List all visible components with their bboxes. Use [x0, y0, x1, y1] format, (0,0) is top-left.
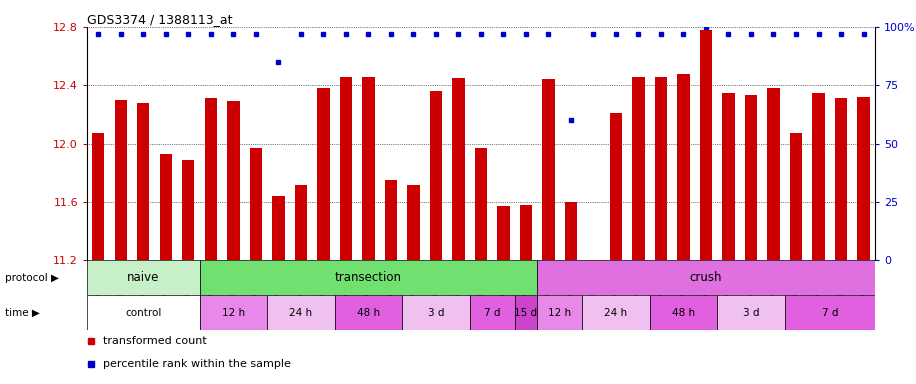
Bar — [537, 260, 875, 295]
Bar — [340, 76, 352, 260]
Text: 7 d: 7 d — [822, 308, 838, 318]
Text: 48 h: 48 h — [672, 308, 695, 318]
Bar — [93, 133, 104, 260]
Text: time ▶: time ▶ — [5, 308, 39, 318]
Bar — [470, 295, 515, 331]
Bar — [250, 148, 262, 260]
Bar — [785, 295, 875, 331]
Bar — [745, 96, 758, 260]
Bar — [717, 295, 785, 331]
Bar — [453, 78, 464, 260]
Text: 15 d: 15 d — [515, 308, 538, 318]
Bar — [362, 76, 375, 260]
Text: 12 h: 12 h — [548, 308, 572, 318]
Text: naive: naive — [127, 271, 159, 285]
Bar — [87, 260, 200, 295]
Bar — [565, 202, 577, 260]
Text: 12 h: 12 h — [222, 308, 245, 318]
Bar — [334, 295, 402, 331]
Bar — [408, 184, 420, 260]
Bar — [87, 295, 200, 331]
Bar — [537, 295, 583, 331]
Bar — [182, 160, 194, 260]
Bar — [200, 295, 267, 331]
Bar — [402, 295, 470, 331]
Bar — [632, 76, 645, 260]
Bar — [385, 180, 397, 260]
Bar — [267, 295, 334, 331]
Text: percentile rank within the sample: percentile rank within the sample — [103, 359, 290, 369]
Bar — [857, 97, 869, 260]
Text: crush: crush — [690, 271, 722, 285]
Text: transection: transection — [335, 271, 402, 285]
Bar — [834, 98, 847, 260]
Bar — [790, 133, 802, 260]
Bar — [515, 295, 537, 331]
Bar — [114, 100, 127, 260]
Bar — [542, 79, 554, 260]
Bar — [583, 295, 649, 331]
Text: protocol ▶: protocol ▶ — [5, 273, 59, 283]
Bar — [723, 93, 735, 260]
Text: 7 d: 7 d — [484, 308, 500, 318]
Text: 24 h: 24 h — [289, 308, 312, 318]
Text: control: control — [125, 308, 161, 318]
Bar — [768, 88, 780, 260]
Bar — [272, 196, 285, 260]
Bar — [159, 154, 172, 260]
Bar — [295, 184, 307, 260]
Bar — [812, 93, 824, 260]
Text: 48 h: 48 h — [357, 308, 380, 318]
Bar — [430, 91, 442, 260]
Text: 3 d: 3 d — [743, 308, 759, 318]
Bar — [519, 205, 532, 260]
Bar — [655, 76, 667, 260]
Bar — [649, 295, 717, 331]
Bar — [700, 30, 712, 260]
Text: GDS3374 / 1388113_at: GDS3374 / 1388113_at — [87, 13, 233, 26]
Bar — [227, 101, 239, 260]
Bar — [497, 206, 509, 260]
Text: 24 h: 24 h — [605, 308, 627, 318]
Bar — [610, 113, 622, 260]
Bar — [677, 74, 690, 260]
Text: transformed count: transformed count — [103, 336, 206, 346]
Bar — [474, 148, 487, 260]
Bar — [204, 98, 217, 260]
Text: 3 d: 3 d — [428, 308, 444, 318]
Bar — [137, 103, 149, 260]
Bar — [317, 88, 330, 260]
Bar — [200, 260, 537, 295]
